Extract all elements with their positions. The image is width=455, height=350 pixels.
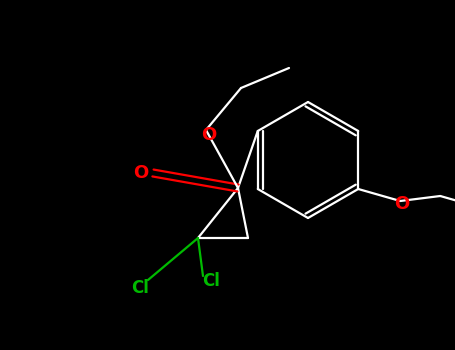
Text: Cl: Cl bbox=[131, 279, 149, 297]
Text: O: O bbox=[133, 164, 149, 182]
Text: O: O bbox=[202, 126, 217, 144]
Text: Cl: Cl bbox=[202, 272, 220, 290]
Text: O: O bbox=[394, 195, 410, 213]
